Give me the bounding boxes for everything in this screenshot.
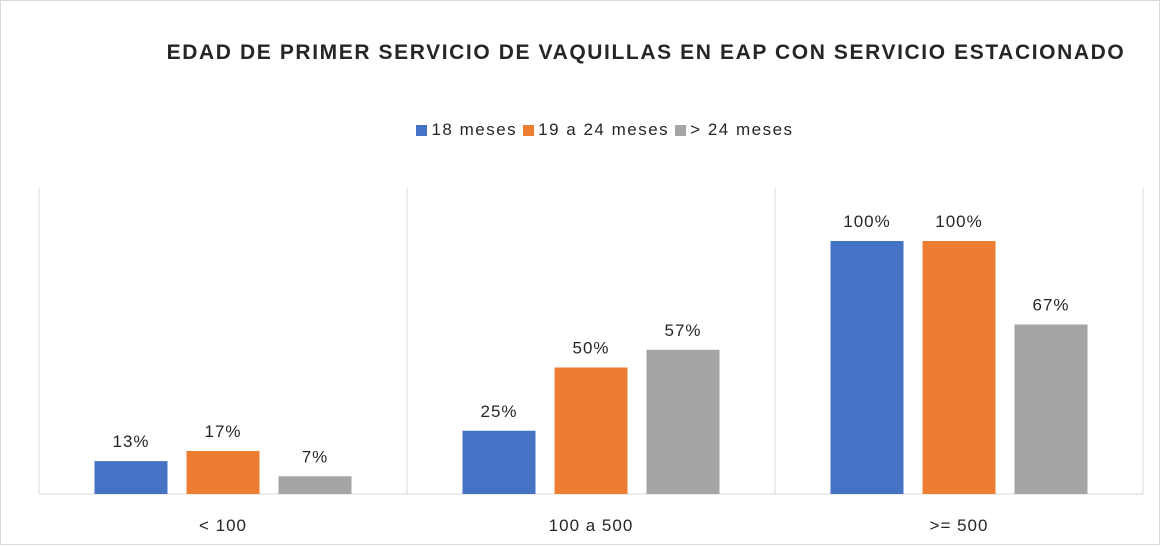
- bar: [278, 476, 352, 494]
- legend-item: 19 a 24 meses: [523, 120, 669, 140]
- bar: [94, 461, 168, 494]
- legend: 18 meses 19 a 24 meses > 24 meses: [1, 120, 1160, 140]
- data-label: 7%: [302, 447, 329, 466]
- data-label: 100%: [843, 212, 890, 231]
- legend-swatch: [416, 124, 428, 136]
- bar: [922, 241, 996, 494]
- bar: [186, 450, 260, 494]
- data-label: 57%: [664, 321, 701, 340]
- legend-label: > 24 meses: [690, 120, 794, 139]
- bar: [462, 430, 536, 494]
- legend-label: 18 meses: [431, 120, 518, 139]
- data-label: 50%: [572, 339, 609, 358]
- legend-swatch: [675, 124, 687, 136]
- legend-label: 19 a 24 meses: [538, 120, 670, 139]
- bar: [554, 367, 628, 494]
- data-label: 100%: [935, 212, 982, 231]
- chart-title: EDAD DE PRIMER SERVICIO DE VAQUILLAS EN …: [166, 41, 1126, 64]
- data-label: 67%: [1032, 295, 1069, 314]
- data-label: 13%: [112, 432, 149, 451]
- bar: [1014, 324, 1088, 494]
- data-label: 25%: [480, 402, 517, 421]
- legend-item: > 24 meses: [675, 120, 793, 140]
- x-tick-label: 100 a 500: [549, 516, 634, 535]
- legend-swatch: [523, 124, 535, 136]
- x-tick-label: >= 500: [930, 516, 989, 535]
- bar: [830, 241, 904, 494]
- data-label: 17%: [204, 422, 241, 441]
- legend-item: 18 meses: [416, 120, 517, 140]
- bar: [646, 349, 720, 494]
- x-tick-label: < 100: [199, 516, 247, 535]
